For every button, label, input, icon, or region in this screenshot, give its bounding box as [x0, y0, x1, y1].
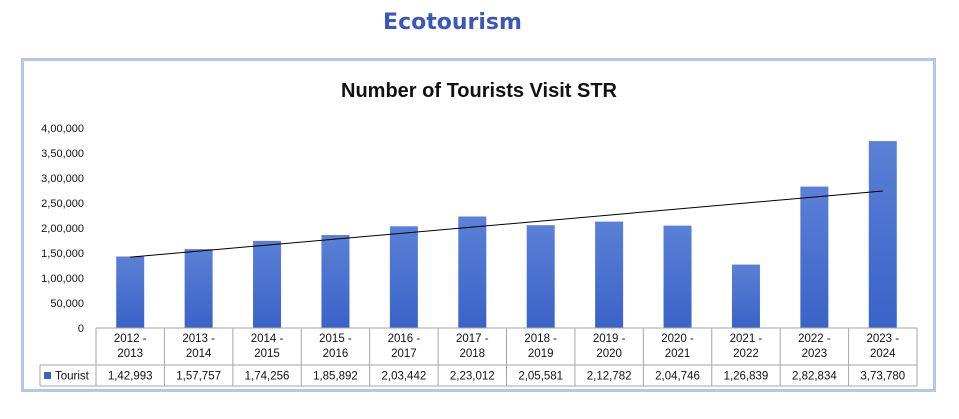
- bar: [526, 225, 555, 328]
- value-label: 1,85,892: [313, 371, 358, 383]
- y-tick-label: 4,00,000: [41, 123, 84, 135]
- value-label: 2,03,442: [381, 371, 426, 383]
- bar: [868, 141, 897, 328]
- category-label: 2013: [117, 348, 143, 360]
- value-label: 2,23,012: [450, 371, 495, 383]
- bar: [458, 216, 487, 328]
- category-label: 2024: [870, 348, 896, 360]
- y-axis: 0 50,000 1,00,000 1,50,000 2,00,000 2,50,000 3…: [41, 123, 84, 335]
- y-tick-label: 50,000: [50, 298, 84, 310]
- category-label: 2021 -: [730, 333, 763, 345]
- category-label: 2014 -: [251, 333, 284, 345]
- category-label: 2016: [323, 348, 349, 360]
- category-label: 2016 -: [388, 333, 421, 345]
- category-label: 2018: [459, 348, 485, 360]
- bar: [663, 225, 692, 328]
- legend-key: [44, 372, 51, 379]
- category-label: 2023 -: [866, 333, 899, 345]
- y-tick-label: 3,50,000: [41, 148, 84, 160]
- value-label: 1,57,757: [176, 371, 221, 383]
- y-tick-label: 1,50,000: [41, 248, 84, 260]
- bars: [116, 141, 897, 328]
- y-tick-label: 2,50,000: [41, 198, 84, 210]
- category-label: 2012 -: [114, 333, 147, 345]
- value-label: 1,42,993: [108, 371, 153, 383]
- value-label: 2,12,782: [587, 371, 632, 383]
- category-label: 2018 -: [524, 333, 557, 345]
- y-tick-label: 1,00,000: [41, 273, 84, 285]
- category-label: 2019: [528, 348, 554, 360]
- category-label: 2017: [391, 348, 417, 360]
- category-label: 2021: [665, 348, 691, 360]
- value-label: 2,82,834: [792, 371, 837, 383]
- category-label: 2015 -: [319, 333, 352, 345]
- category-label: 2015: [254, 348, 280, 360]
- page-heading: Ecotourism: [383, 10, 522, 35]
- bar: [800, 186, 829, 328]
- bar: [116, 256, 145, 328]
- y-tick-label: 3,00,000: [41, 173, 84, 185]
- category-label: 2022: [733, 348, 759, 360]
- category-label: 2014: [186, 348, 212, 360]
- bar: [389, 226, 418, 328]
- value-label: 2,04,746: [655, 371, 700, 383]
- category-label: 2019 -: [593, 333, 626, 345]
- chart-title: Number of Tourists Visit STR: [341, 80, 618, 102]
- data-table: 2012 - 2013 2013 - 2014 2014 - 2015 2015 - 2016…: [39, 327, 918, 387]
- legend-label: Tourist: [55, 371, 90, 383]
- bar: [731, 264, 760, 328]
- category-label: 2022 -: [798, 333, 831, 345]
- bar: [321, 235, 350, 328]
- value-label: 1,74,256: [245, 371, 290, 383]
- trendline-line: [130, 190, 883, 258]
- value-label: 3,73,780: [860, 371, 905, 383]
- value-label: 2,05,581: [518, 371, 563, 383]
- y-tick-label: 2,00,000: [41, 223, 84, 235]
- category-label: 2017 -: [456, 333, 489, 345]
- category-label: 2013 -: [182, 333, 215, 345]
- category-label: 2023: [802, 348, 828, 360]
- bar: [184, 249, 213, 328]
- trendline: [130, 190, 883, 258]
- value-label: 1,26,839: [724, 371, 769, 383]
- bar: [595, 221, 624, 328]
- category-label: 2020: [596, 348, 622, 360]
- category-label: 2020 -: [661, 333, 694, 345]
- y-tick-label: 0: [78, 323, 84, 335]
- bar: [253, 240, 282, 328]
